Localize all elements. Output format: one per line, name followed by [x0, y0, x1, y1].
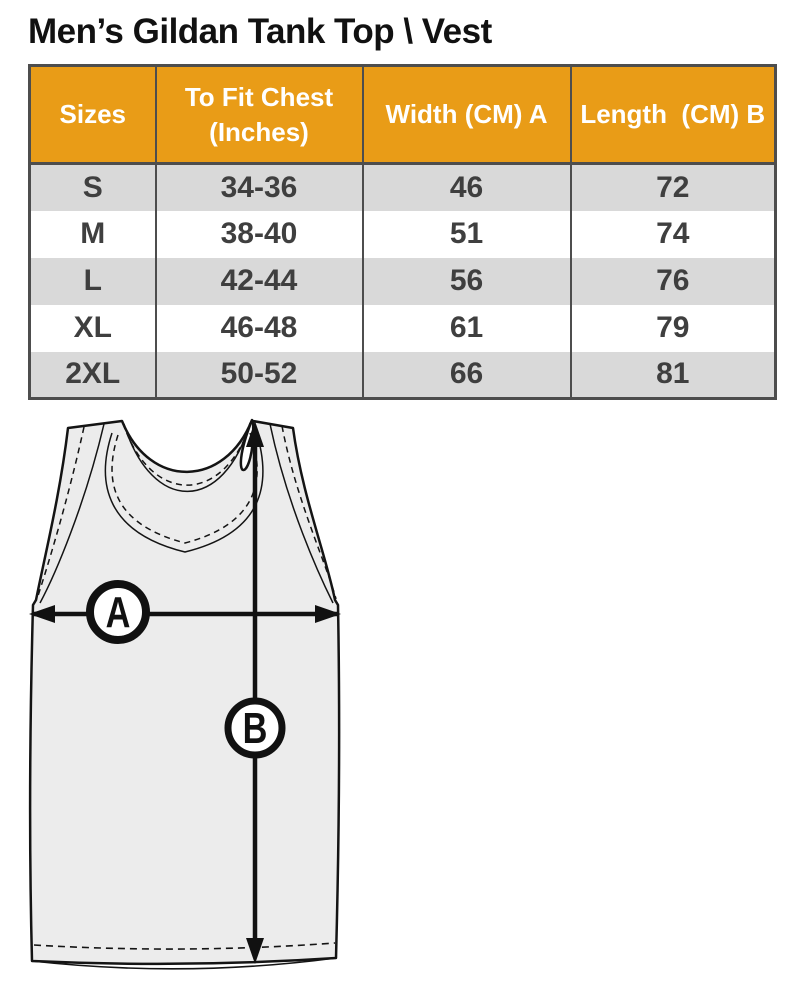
length-arrow-top-head-icon: [246, 421, 264, 447]
neckline-band-inner: [123, 422, 251, 492]
table-row: L 42-44 56 76: [29, 257, 776, 305]
value-cell: 72: [569, 163, 776, 211]
right-armhole-seam: [269, 423, 334, 604]
value-cell: 61: [361, 304, 571, 352]
value-cell: 74: [569, 210, 776, 258]
tank-outline: [28, 418, 341, 966]
column-header-3: Length (CM) B: [569, 65, 776, 165]
left-armhole-stitch-dashed-icon: [36, 426, 85, 600]
size-table-header-row: Sizes To Fit Chest (Inches) Width (CM) A Le…: [29, 65, 776, 165]
size-cell: L: [83, 264, 102, 297]
size-cell: XL: [73, 311, 112, 344]
width-label: A: [106, 588, 131, 637]
value-cell: 46-48: [154, 304, 363, 352]
size-cell: M: [80, 217, 106, 250]
value-cell: 50-52: [154, 351, 363, 399]
page-title: Men’s Gildan Tank Top \ Vest: [28, 12, 492, 51]
value-cell: 56: [361, 257, 571, 305]
width-arrow: [29, 605, 341, 623]
table-row: M 38-40 51 74: [29, 210, 776, 258]
column-header-1: To Fit Chest (Inches): [154, 65, 363, 165]
value-cell: 51: [361, 210, 571, 258]
length-label: B: [243, 704, 268, 753]
value-cell: 34-36: [154, 163, 363, 211]
value-cell: 79: [569, 304, 776, 352]
inner-neckline: [104, 430, 264, 553]
right-armhole-stitch-dashed-icon: [281, 425, 337, 600]
value-cell: 76: [569, 257, 776, 305]
left-armhole-seam: [39, 423, 105, 604]
hem-fold: [31, 957, 337, 970]
width-label-circle: [86, 580, 150, 644]
size-cell: S: [82, 170, 103, 204]
length-arrow-bottom-head-icon: [246, 938, 264, 964]
length-arrow: [246, 421, 264, 964]
table-row: S 34-36 46 72: [29, 163, 776, 211]
length-label-circle: [224, 697, 286, 759]
table-row: XL 46-48 61 79: [29, 304, 776, 352]
hem-stitch-dashed-icon: [33, 942, 336, 950]
column-header-2: Width (CM) A: [361, 65, 571, 165]
value-cell: 46: [361, 163, 571, 211]
table-row: 2XL 50-52 66 81: [29, 351, 776, 399]
width-arrow-right-head-icon: [315, 605, 341, 623]
size-table: Sizes To Fit Chest (Inches) Width (CM) A Le…: [28, 64, 777, 400]
size-table-body: S 34-36 46 72 M 38-40 51 74 L 42-44 56 76 XL 46-48 61 7…: [29, 163, 776, 399]
tank-top-diagram: A B: [0, 415, 380, 985]
value-cell: 81: [569, 351, 776, 399]
size-cell: 2XL: [65, 357, 121, 391]
value-cell: 42-44: [154, 257, 363, 305]
tank-top-svg: A B: [28, 418, 341, 970]
width-arrow-left-head-icon: [29, 605, 55, 623]
value-cell: 66: [361, 351, 571, 399]
value-cell: 38-40: [154, 210, 363, 258]
column-header-0: Sizes: [29, 65, 156, 165]
neckline-stitch-dashed-icon: [122, 421, 252, 486]
